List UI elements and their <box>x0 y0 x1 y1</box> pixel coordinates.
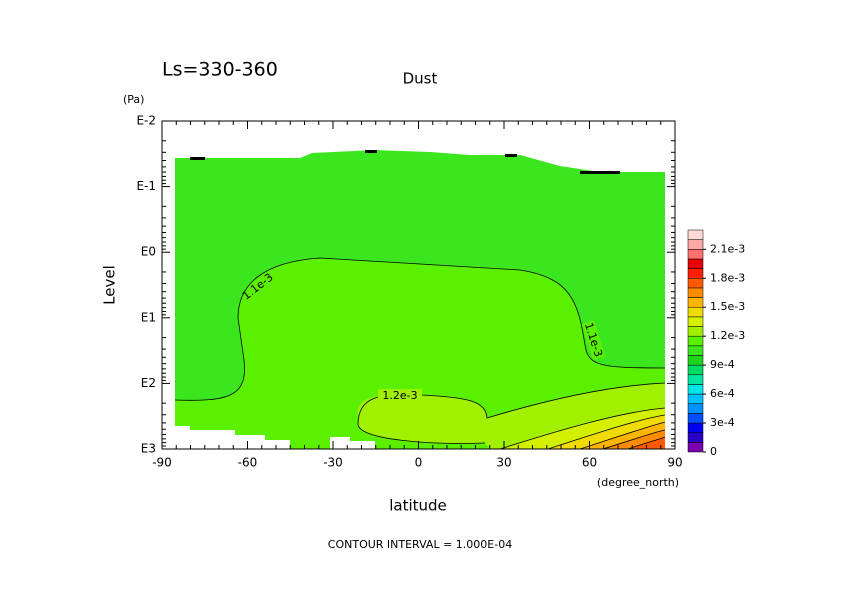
colorbar-box <box>687 316 704 327</box>
chart-title: Dust <box>403 70 438 88</box>
y-axis-label: Level <box>101 265 119 305</box>
colorbar-tick-label: 6e-4 <box>710 387 735 400</box>
colorbar-box <box>687 239 704 250</box>
x-unit: (degree_north) <box>597 476 679 489</box>
y-tick-label: E3 <box>141 442 156 456</box>
y-tick-label: E0 <box>141 245 156 259</box>
colorbar-box <box>687 432 704 443</box>
x-tick-label: -90 <box>152 456 172 470</box>
x-tick-label: 90 <box>667 456 682 470</box>
colorbar-box <box>687 306 704 318</box>
x-tick-label: 0 <box>415 456 423 470</box>
colorbar-box <box>687 442 704 453</box>
missing-data <box>175 426 375 449</box>
contour-lines <box>174 257 666 450</box>
colorbar-box <box>687 287 704 298</box>
x-tick-label: 30 <box>496 456 511 470</box>
colorbar-tick-label: 1.8e-3 <box>710 271 745 284</box>
colorbar-box <box>687 413 704 424</box>
colorbar-tick-label: 0 <box>710 445 717 458</box>
edge-patches <box>190 150 620 174</box>
y-tick-label: E-2 <box>136 114 156 128</box>
colorbar-box <box>687 364 704 376</box>
colorbar-tick-label: 3e-4 <box>710 416 735 429</box>
colorbar-box <box>687 403 704 414</box>
colorbar-box <box>687 326 704 337</box>
y-tick-label: E2 <box>141 376 156 390</box>
colorbar-box <box>687 422 704 433</box>
y-tick-label: E-1 <box>136 179 156 193</box>
y-unit: (Pa) <box>123 93 144 106</box>
colorbar-box <box>687 335 704 347</box>
x-axis-label: latitude <box>389 497 447 515</box>
contour-label: 1.2e-3 <box>382 389 417 402</box>
colorbar-box <box>687 229 704 240</box>
contour-fills <box>174 150 666 450</box>
label-bg <box>378 389 422 402</box>
label-bg <box>247 269 286 304</box>
colorbar-tick-label: 1.2e-3 <box>710 329 745 342</box>
subtitle: Ls=330-360 <box>162 59 278 81</box>
y-tick-label: E1 <box>141 310 156 324</box>
footnote: CONTOUR INTERVAL = 1.000E-04 <box>328 538 512 551</box>
x-tick-label: -30 <box>323 456 343 470</box>
colorbar-box <box>687 258 704 269</box>
colorbar-box <box>687 393 704 404</box>
colorbar-box <box>687 374 704 385</box>
x-tick-label: 60 <box>582 456 597 470</box>
label-bg <box>581 320 606 361</box>
colorbar-box <box>687 345 704 356</box>
colorbar-box <box>687 355 704 366</box>
colorbar-box <box>687 249 704 260</box>
colorbar-tick-label: 2.1e-3 <box>710 242 745 255</box>
colorbar-box <box>687 268 704 279</box>
colorbar-tick-label: 9e-4 <box>710 358 735 371</box>
x-tick-label: -60 <box>238 456 258 470</box>
contour-region <box>175 258 665 449</box>
colorbar-tick-label: 1.5e-3 <box>710 300 745 313</box>
colorbar-box <box>687 297 704 308</box>
colorbar-box <box>687 384 704 395</box>
colorbar-box <box>687 278 704 289</box>
